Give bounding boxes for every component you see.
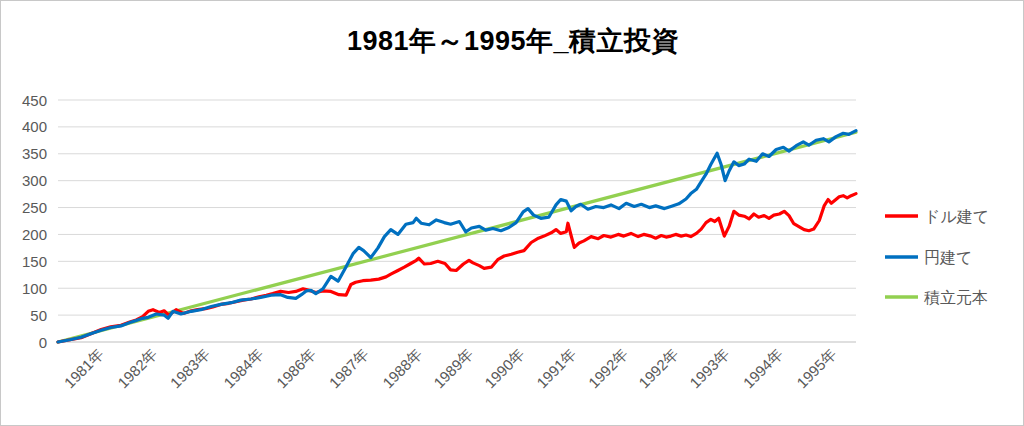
series-line-0 bbox=[58, 194, 856, 342]
y-tick-label: 0 bbox=[39, 334, 47, 351]
x-tick-label: 1984年 bbox=[220, 345, 266, 391]
line-chart: 0501001502002503003504004501981年1982年198… bbox=[1, 1, 1024, 426]
legend-label[interactable]: ドル建て bbox=[924, 208, 989, 225]
y-axis-labels: 0 50 100 150 200 250 300 350 400 450 bbox=[22, 92, 47, 351]
x-tick-label: 1995年 bbox=[793, 345, 839, 391]
x-tick-label: 1981年 bbox=[61, 345, 107, 391]
y-tick-label: 250 bbox=[22, 199, 47, 216]
x-tick-label: 1994年 bbox=[740, 345, 786, 391]
x-tick-label: 1990年 bbox=[481, 345, 527, 391]
y-tick-label: 300 bbox=[22, 172, 47, 189]
legend: ドル建て円建て積立元本 bbox=[885, 208, 989, 306]
x-tick-label: 1982年 bbox=[114, 345, 160, 391]
x-tick-label: 1983年 bbox=[167, 345, 213, 391]
x-tick-label: 1991年 bbox=[533, 345, 579, 391]
x-tick-label: 1986年 bbox=[273, 345, 319, 391]
x-tick-label: 1992年 bbox=[585, 345, 631, 391]
x-tick-label: 1987年 bbox=[326, 345, 372, 391]
y-tick-label: 150 bbox=[22, 253, 47, 270]
x-tick-label: 1993年 bbox=[686, 345, 732, 391]
y-tick-label: 400 bbox=[22, 118, 47, 135]
x-tick-label: 1992年 bbox=[635, 345, 681, 391]
y-tick-label: 50 bbox=[30, 307, 47, 324]
chart-canvas: 1981年～1995年_積立投資 05010015020025030035040… bbox=[0, 0, 1024, 426]
y-tick-label: 200 bbox=[22, 226, 47, 243]
y-tick-label: 350 bbox=[22, 145, 47, 162]
y-tick-label: 100 bbox=[22, 280, 47, 297]
legend-label[interactable]: 円建て bbox=[924, 249, 972, 266]
y-tick-label: 450 bbox=[22, 92, 47, 109]
legend-label[interactable]: 積立元本 bbox=[924, 289, 988, 306]
x-axis-labels: 1981年1982年1983年1984年1986年1987年1988年1989年… bbox=[61, 345, 840, 391]
x-tick-label: 1988年 bbox=[379, 345, 425, 391]
x-tick-label: 1989年 bbox=[430, 345, 476, 391]
